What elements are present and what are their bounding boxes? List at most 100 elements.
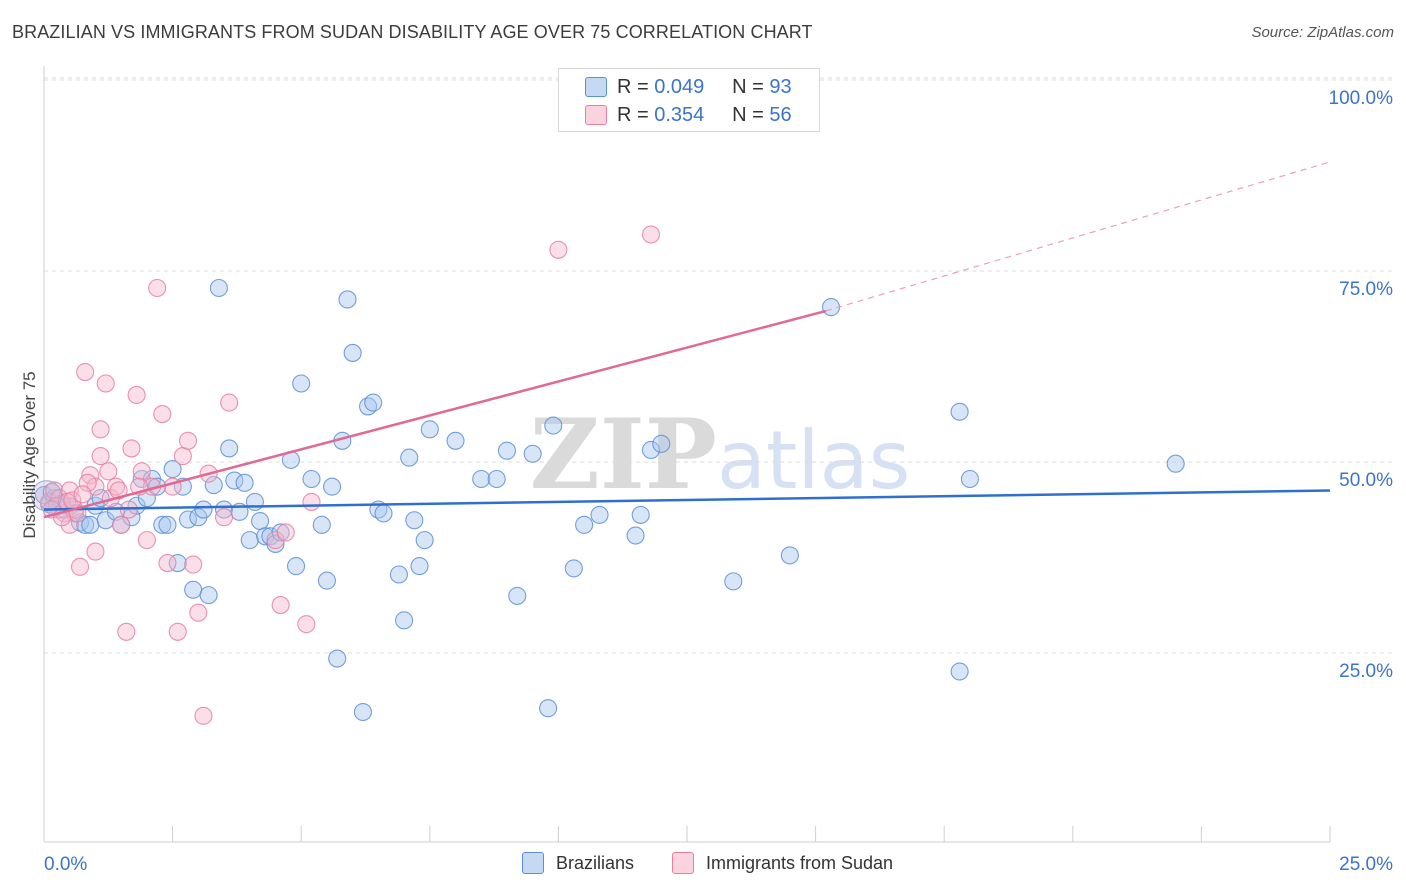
y-tick-label: 50.0% — [1339, 470, 1393, 491]
point-brazilians — [395, 611, 414, 630]
trend-line-sudan-extension — [825, 161, 1331, 312]
point-brazilians — [960, 469, 979, 489]
point-brazilians — [631, 505, 650, 524]
point-brazilians — [539, 699, 558, 718]
point-brazilians — [153, 515, 172, 534]
point-brazilians — [323, 477, 342, 496]
point-sudan — [127, 385, 146, 405]
n-value: 56 — [769, 103, 792, 126]
point-sudan — [137, 531, 156, 550]
legend-item-sudan: Immigrants from Sudan — [672, 852, 893, 874]
point-sudan — [76, 362, 95, 382]
legend-swatch-brazilians — [585, 77, 607, 97]
point-brazilians — [626, 526, 645, 545]
x-tick-label: 0.0% — [44, 854, 87, 875]
point-brazilians — [287, 557, 306, 576]
point-brazilians — [292, 374, 311, 393]
point-brazilians — [389, 565, 408, 584]
y-tick-label: 100.0% — [1329, 88, 1394, 109]
point-sudan — [122, 439, 141, 458]
point-sudan — [86, 542, 105, 561]
series-legend: Brazilians Immigrants from Sudan — [0, 852, 1406, 876]
r-label: R = — [617, 75, 649, 98]
watermark: ZIPatlas — [530, 398, 911, 511]
point-sudan — [214, 508, 234, 527]
x-tick-label: 25.0% — [1339, 854, 1393, 875]
point-brazilians — [590, 505, 609, 524]
point-brazilians — [497, 441, 517, 460]
point-brazilians — [950, 662, 969, 681]
point-brazilians — [575, 515, 594, 534]
point-brazilians — [235, 473, 254, 492]
point-sudan — [148, 278, 167, 298]
point-brazilians — [245, 492, 264, 511]
point-sudan — [549, 240, 568, 259]
point-sudan — [271, 596, 290, 615]
point-brazilians — [240, 531, 259, 550]
point-sudan — [189, 603, 208, 622]
point-brazilians — [317, 571, 336, 590]
r-value: 0.049 — [654, 75, 705, 98]
point-brazilians — [168, 553, 187, 573]
point-brazilians — [420, 420, 439, 439]
point-sudan — [173, 447, 192, 466]
point-sudan — [78, 473, 97, 492]
legend-swatch — [672, 852, 694, 874]
point-sudan — [117, 622, 136, 641]
legend-label: Brazilians — [556, 852, 635, 873]
point-brazilians — [266, 534, 285, 553]
point-sudan — [158, 553, 177, 573]
point-sudan — [91, 447, 110, 466]
chart-title: BRAZILIAN VS IMMIGRANTS FROM SUDAN DISAB… — [12, 22, 813, 42]
point-cluster — [31, 480, 63, 512]
legend-label: Immigrants from Sudan — [706, 852, 894, 873]
y-tick-label: 75.0% — [1339, 279, 1393, 300]
n-label: N = — [732, 103, 764, 126]
point-brazilians — [256, 527, 275, 546]
point-sudan — [153, 405, 172, 424]
point-brazilians — [199, 586, 218, 605]
point-sudan — [641, 225, 661, 244]
point-brazilians — [204, 476, 223, 495]
point-brazilians — [209, 278, 228, 298]
point-sudan — [297, 615, 316, 634]
point-sudan — [99, 462, 118, 481]
r-label: R = — [617, 103, 649, 126]
trend-line-brazilians — [43, 489, 1331, 511]
point-brazilians — [250, 511, 270, 531]
point-brazilians — [544, 416, 563, 435]
trend-line-sudan — [43, 309, 827, 519]
point-brazilians — [780, 546, 799, 565]
point-brazilians — [641, 440, 661, 460]
point-brazilians — [652, 434, 671, 453]
point-brazilians — [400, 448, 419, 467]
point-brazilians — [405, 511, 424, 530]
y-axis-label: Disability Age Over 75 — [20, 371, 39, 539]
point-brazilians — [487, 469, 506, 489]
point-sudan — [132, 462, 151, 481]
point-brazilians — [312, 515, 331, 534]
point-brazilians — [1166, 454, 1185, 473]
correlation-legend: R = 0.049 N = 93 R = 0.354 N = 56 — [558, 68, 820, 132]
point-brazilians — [302, 469, 321, 489]
point-brazilians — [410, 557, 429, 576]
point-brazilians — [214, 500, 234, 519]
source-label: Source: ZipAtlas.com — [1251, 24, 1394, 41]
point-brazilians — [343, 343, 362, 362]
n-label: N = — [732, 75, 764, 98]
point-sudan — [96, 374, 115, 393]
point-sudan — [302, 492, 321, 511]
point-brazilians — [353, 702, 372, 722]
point-sudan — [168, 622, 187, 641]
point-brazilians — [415, 531, 434, 550]
point-brazilians — [724, 572, 743, 591]
legend-swatch — [522, 852, 544, 874]
r-value: 0.354 — [654, 103, 705, 126]
point-brazilians — [950, 402, 969, 421]
point-sudan — [194, 706, 213, 725]
y-tick-label: 25.0% — [1339, 661, 1393, 682]
point-brazilians — [220, 439, 239, 458]
point-brazilians — [194, 500, 213, 519]
point-brazilians — [446, 431, 465, 450]
point-brazilians — [328, 649, 347, 668]
